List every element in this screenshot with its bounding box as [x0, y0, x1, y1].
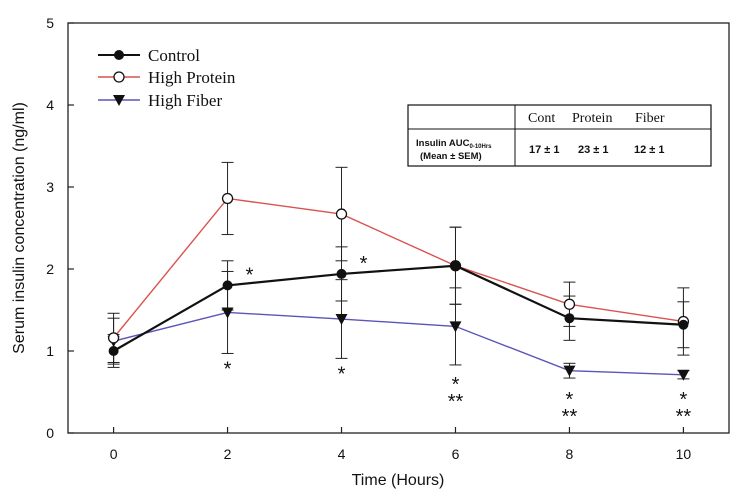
inset-table-header-fiber: Fiber: [635, 111, 665, 126]
significance-mark: *: [224, 358, 232, 380]
legend-label-high-fiber: High Fiber: [148, 91, 222, 110]
inset-table-row-label-main: Insulin AUC: [416, 138, 470, 149]
data-point-control: [222, 280, 233, 291]
significance-mark: *: [680, 389, 688, 411]
plot-frame: [67, 22, 730, 434]
series-lines: [113, 197, 684, 376]
inset-table-row-label: Insulin AUC0-10Hrs: [416, 138, 492, 150]
inset-table-value-protein: 23 ± 1: [578, 144, 609, 156]
series-line-high-fiber: [113, 311, 684, 376]
y-axis-title: Serum insulin concentration (ng/ml): [11, 102, 28, 354]
inset-table-row-label-line2: (Mean ± SEM): [420, 151, 482, 162]
legend-marker-control: [114, 50, 124, 60]
legend-item-high-protein: High Protein: [98, 68, 236, 87]
significance-annotations: *** * *** ******: [224, 253, 692, 428]
significance-mark: *: [452, 374, 460, 396]
inset-table-row-label-subscript: 0-10Hrs: [469, 144, 492, 150]
data-point-high-protein: [335, 208, 348, 220]
data-markers: [107, 192, 690, 381]
data-point-high-fiber: [449, 321, 462, 333]
legend-marker-high-fiber: [113, 95, 125, 106]
inset-table-header-cont: Cont: [528, 111, 555, 126]
series-line-control: [113, 264, 684, 352]
x-tick-label: 6: [452, 446, 460, 462]
legend: Control High Protein High Fiber: [98, 46, 236, 110]
significance-mark: **: [448, 391, 464, 413]
data-point-high-fiber: [335, 314, 348, 326]
data-point-control: [108, 346, 119, 356]
data-point-high-fiber: [221, 307, 234, 319]
x-tick-label: 4: [338, 446, 346, 462]
x-tick-label: 0: [110, 446, 118, 462]
y-tick-label: 2: [46, 261, 54, 277]
x-tick-label: 2: [224, 446, 232, 462]
data-point-high-protein: [107, 332, 120, 344]
x-tick-label: 10: [676, 446, 692, 462]
data-point-control: [336, 268, 347, 279]
axes: 0 2 4 6 8 10 0 1 2 3 4 5: [46, 15, 691, 462]
y-tick-label: 1: [46, 343, 54, 359]
inset-table-border: [407, 104, 712, 167]
data-point-control: [564, 313, 575, 324]
legend-label-control: Control: [148, 46, 200, 65]
series-line-high-protein: [113, 197, 684, 339]
legend-item-control: Control: [98, 46, 200, 65]
y-tick-label: 5: [46, 15, 54, 31]
data-point-high-fiber: [677, 369, 690, 381]
x-tick-label: 8: [566, 446, 574, 462]
inset-table-value-fiber: 12 ± 1: [634, 144, 665, 156]
legend-marker-high-protein: [113, 71, 125, 83]
x-axis-title: Time (Hours): [352, 472, 445, 489]
inset-table: Cont Protein Fiber Insulin AUC0-10Hrs (M…: [407, 104, 712, 167]
data-point-control: [678, 319, 689, 330]
significance-mark: **: [676, 406, 692, 428]
data-point-high-protein: [221, 192, 234, 205]
inset-table-value-cont: 17 ± 1: [529, 144, 560, 156]
data-point-control: [450, 260, 461, 271]
y-tick-label: 4: [46, 97, 54, 113]
legend-item-high-fiber: High Fiber: [98, 91, 222, 110]
data-point-high-protein: [563, 298, 576, 310]
significance-mark: *: [246, 264, 254, 286]
significance-mark: **: [562, 406, 578, 428]
y-tick-label: 0: [46, 425, 54, 441]
significance-mark: *: [338, 363, 346, 385]
significance-mark: *: [566, 389, 574, 411]
y-tick-label: 3: [46, 179, 54, 195]
inset-table-header-protein: Protein: [572, 111, 612, 126]
legend-label-high-protein: High Protein: [148, 68, 236, 87]
significance-mark: *: [360, 253, 368, 275]
data-point-high-fiber: [563, 365, 576, 377]
